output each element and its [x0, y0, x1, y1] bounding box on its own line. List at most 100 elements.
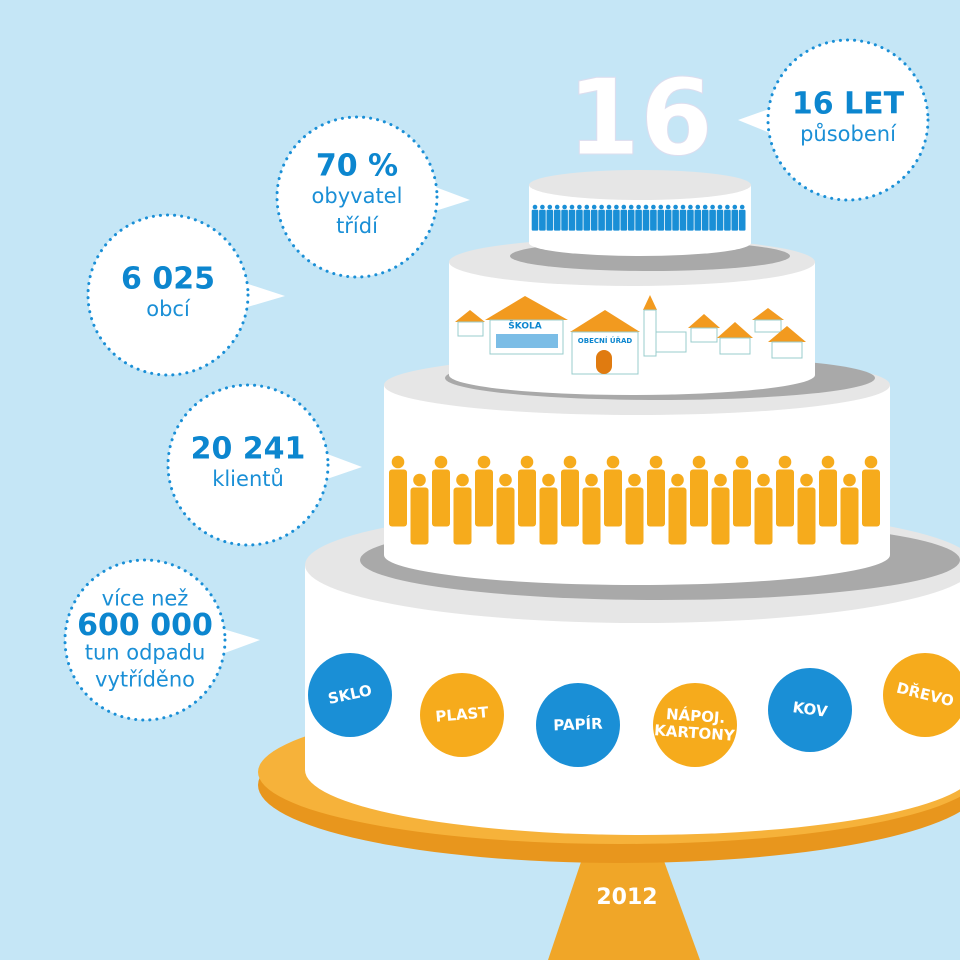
person-body [553, 209, 561, 231]
material-circle [308, 653, 392, 737]
person-head [391, 455, 405, 469]
person-body [635, 209, 642, 231]
person-head [606, 455, 620, 469]
material-label: PAPÍR [553, 714, 603, 735]
person-head [688, 204, 693, 210]
person-body [605, 209, 613, 231]
bubble-number: 16 LET [792, 87, 905, 122]
person-body [604, 469, 622, 527]
person-head [520, 455, 534, 469]
person-body [627, 209, 635, 231]
person-body [546, 209, 554, 231]
person-body [819, 469, 837, 527]
person-head [702, 204, 708, 210]
person-head [843, 473, 856, 487]
person-body [568, 209, 576, 231]
person-body [716, 209, 724, 231]
person-body [701, 209, 709, 231]
person-body [475, 469, 493, 527]
person-body [657, 209, 665, 231]
person-head [735, 455, 749, 469]
people-row [389, 455, 880, 545]
person-head [692, 455, 706, 469]
bubble-number: 20 241 [191, 432, 306, 467]
person-head [643, 204, 649, 210]
person-body [668, 487, 687, 545]
person-head [739, 204, 745, 210]
person-head [658, 204, 664, 210]
person-body [754, 487, 773, 545]
person-body [582, 487, 601, 545]
bubble-text: obcí [146, 297, 191, 321]
bubble-tail [322, 452, 362, 480]
person-body [590, 209, 598, 231]
material-circle [883, 653, 960, 737]
person-head [710, 204, 715, 210]
bubble [63, 558, 227, 722]
material-circle [653, 683, 737, 767]
person-body [389, 469, 407, 527]
person-body [539, 487, 558, 545]
person-body [613, 209, 620, 231]
person-head [599, 204, 604, 210]
material-circle [768, 668, 852, 752]
person-head [621, 204, 627, 210]
bubble [86, 213, 250, 377]
bubble-text: tun odpadu [85, 641, 206, 665]
person-body [625, 487, 644, 545]
person-head [577, 204, 582, 210]
person-head [732, 204, 738, 210]
person-body [432, 469, 450, 527]
person-body [664, 209, 672, 231]
person-head [591, 204, 597, 210]
person-head [665, 204, 671, 210]
bubble-text: více než [102, 587, 189, 611]
bubble-tail [430, 185, 470, 212]
person-head [673, 204, 678, 210]
person-head [614, 204, 619, 210]
person-head [477, 455, 491, 469]
person-body [539, 209, 546, 231]
person-body [776, 469, 794, 527]
person-head [636, 204, 641, 210]
person-body [862, 469, 880, 527]
tier-4-top [529, 170, 751, 200]
person-head [542, 473, 555, 487]
building-label: OBECNÍ ÚŘAD [578, 336, 633, 345]
person-head [562, 204, 567, 210]
person-body [410, 487, 429, 545]
person-head [532, 204, 538, 210]
bubble [766, 38, 930, 202]
person-head [584, 204, 590, 210]
material-label: KOV [792, 698, 829, 721]
bubble-tail [738, 108, 775, 135]
person-head [456, 473, 469, 487]
person-head [628, 204, 634, 210]
tier-1 [305, 565, 960, 835]
candle-number: 16 [567, 57, 713, 179]
person-body [620, 209, 628, 231]
bubble [166, 383, 330, 547]
person-body [598, 209, 605, 231]
bubble-number: 6 025 [121, 262, 215, 297]
bubble-text: klientů [212, 467, 284, 491]
person-head [714, 473, 727, 487]
person-body [840, 487, 859, 545]
material-label: KARTONY [654, 721, 737, 745]
person-head [499, 473, 512, 487]
person-head [651, 204, 656, 210]
person-head [569, 204, 575, 210]
person-body [797, 487, 816, 545]
person-body [583, 209, 591, 231]
material-label: NÁPOJ. [665, 704, 725, 727]
person-body [733, 469, 751, 527]
bubble-number: 600 000 [77, 608, 213, 643]
bubble [275, 115, 439, 279]
bubble-number: 70 % [316, 149, 398, 184]
person-head [725, 204, 730, 210]
person-body [690, 469, 708, 527]
person-head [547, 204, 553, 210]
person-head [821, 455, 835, 469]
material-circle [420, 673, 504, 757]
